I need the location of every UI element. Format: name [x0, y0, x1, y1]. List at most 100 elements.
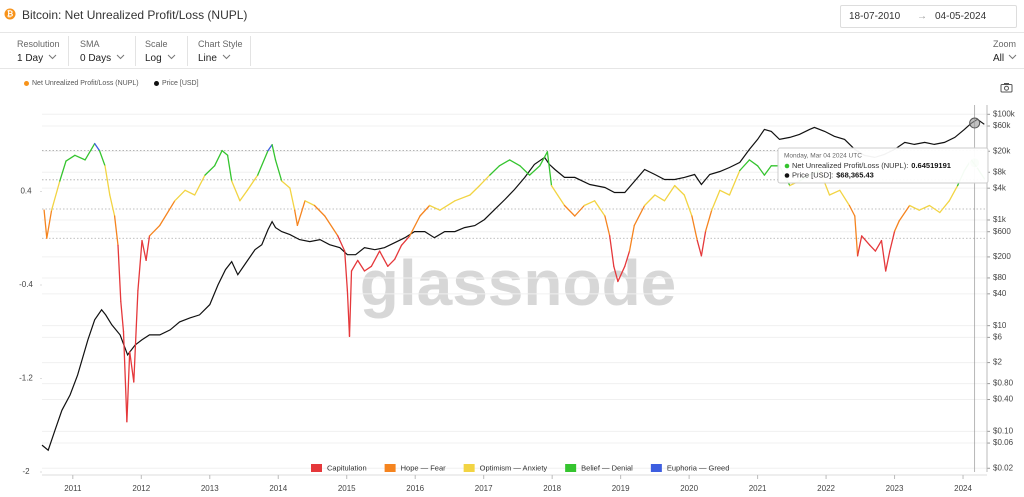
legend-label: Capitulation [327, 463, 367, 472]
y2-tick-label: $1k [993, 215, 1007, 224]
nupl-segment [869, 244, 877, 252]
nupl-segment [948, 184, 959, 202]
nupl-segment [528, 165, 541, 176]
legend-label: Price [USD] [162, 80, 199, 87]
nupl-segment [633, 204, 646, 227]
divider [0, 68, 1024, 69]
control-label: Scale [145, 39, 168, 49]
y2-tick-label: $10 [993, 321, 1007, 330]
tooltip-dot [784, 163, 790, 169]
legend-swatch [650, 464, 662, 472]
nupl-segment [129, 350, 135, 383]
x-tick-label: 2021 [749, 484, 767, 493]
nupl-segment [704, 209, 713, 232]
legend-swatch [384, 464, 396, 472]
control-value[interactable]: 1 Day [17, 53, 60, 64]
legend-dot [154, 80, 159, 86]
control-value-text: Log [145, 53, 162, 64]
y2-tick-label: $200 [993, 252, 1011, 261]
nupl-segment [394, 244, 403, 260]
nupl-segment [104, 165, 111, 196]
nupl-segment [839, 189, 851, 207]
y2-tick-label: $8k [993, 167, 1007, 176]
control-value[interactable]: All [993, 53, 1018, 64]
legend-swatch [565, 464, 577, 472]
legend-label: Euphoria — Greed [667, 463, 730, 472]
tooltip-box [777, 147, 989, 184]
legend-item[interactable]: Net Unrealized Profit/Loss (NUPL) [24, 80, 139, 87]
nupl-segment [711, 189, 721, 211]
nupl-segment [174, 189, 186, 202]
price-line [41, 118, 985, 452]
nupl-segment [50, 180, 61, 211]
nupl-segment [908, 204, 920, 211]
nupl-segment [109, 194, 116, 217]
tooltip-label: Net Unrealized Profit/Loss (NUPL): [792, 161, 908, 170]
nupl-segment [489, 165, 501, 176]
tooltip-dot [784, 173, 790, 178]
nupl-segment [194, 174, 206, 196]
date-to[interactable]: 04-05-2024 [935, 11, 987, 22]
nupl-segment [683, 194, 693, 217]
nupl-segment [478, 174, 491, 187]
x-tick-label: 2015 [338, 484, 356, 493]
nupl-segment [267, 144, 273, 152]
tooltip-date: Monday, Mar 04 2024 UTC [784, 153, 862, 160]
nupl-segment [856, 235, 863, 257]
control[interactable]: SMA 0 Days [80, 39, 126, 67]
y2-tick-label: $60k [993, 121, 1011, 130]
nupl-segment [654, 194, 666, 202]
control-value-text: 1 Day [17, 53, 44, 64]
y2-tick-label: $20k [993, 146, 1011, 155]
nupl-segment [539, 151, 549, 167]
legend-item[interactable]: Price [USD] [154, 80, 199, 87]
y2-tick-label: $0.80 [993, 379, 1014, 388]
nupl-segment [141, 239, 147, 262]
y2-tick-label: $0.10 [993, 426, 1014, 435]
nupl-segment [246, 174, 259, 191]
date-from[interactable]: 18-07-2010 [849, 11, 901, 22]
nupl-segment [84, 142, 96, 161]
control-label: Zoom [993, 39, 1017, 49]
nupl-segment [963, 159, 972, 172]
control-value[interactable]: 0 Days [80, 53, 126, 64]
bitcoin-icon: ₿ [4, 8, 16, 20]
nupl-segment [289, 187, 296, 211]
nupl-segment [117, 244, 122, 303]
y-tick-label: -0.4 [19, 280, 33, 289]
nupl-segment [400, 235, 411, 246]
nupl-segment [346, 290, 351, 338]
nupl-segment [970, 159, 979, 169]
control-value-text: 0 Days [80, 53, 112, 64]
x-tick-label: 2013 [201, 484, 219, 493]
control-value[interactable]: Log [145, 53, 177, 64]
control[interactable]: Chart Style Line [198, 39, 243, 67]
x-tick-label: 2023 [886, 484, 904, 493]
nupl-segment [281, 180, 291, 189]
control-label: Resolution [17, 39, 60, 49]
nupl-segment [43, 209, 48, 239]
date-range[interactable]: 18-07-2010 → 04-05-2024 [840, 5, 1017, 28]
nupl-segment [756, 165, 766, 176]
legend-swatch [463, 464, 475, 472]
nupl-segment [798, 174, 811, 182]
camera-icon[interactable] [1000, 82, 1014, 93]
nupl-segment [126, 350, 131, 423]
nupl-segment [976, 167, 985, 180]
control[interactable]: Resolution 1 Day [17, 39, 60, 67]
nupl-segment [778, 165, 791, 187]
separator [250, 36, 251, 66]
nupl-segment [609, 235, 615, 267]
legend-dot [24, 80, 29, 86]
nupl-segment [204, 165, 216, 176]
page-title: Bitcoin: Net Unrealized Profit/Loss (NUP… [22, 8, 248, 22]
nupl-segment [604, 215, 611, 237]
separator [68, 36, 69, 66]
control[interactable]: Scale Log [145, 39, 177, 67]
nupl-segment [98, 149, 106, 167]
zoom-control[interactable]: Zoom All [993, 39, 1018, 67]
nupl-segment [226, 154, 233, 182]
nupl-segment [428, 204, 441, 211]
control-value[interactable]: Line [198, 53, 243, 64]
